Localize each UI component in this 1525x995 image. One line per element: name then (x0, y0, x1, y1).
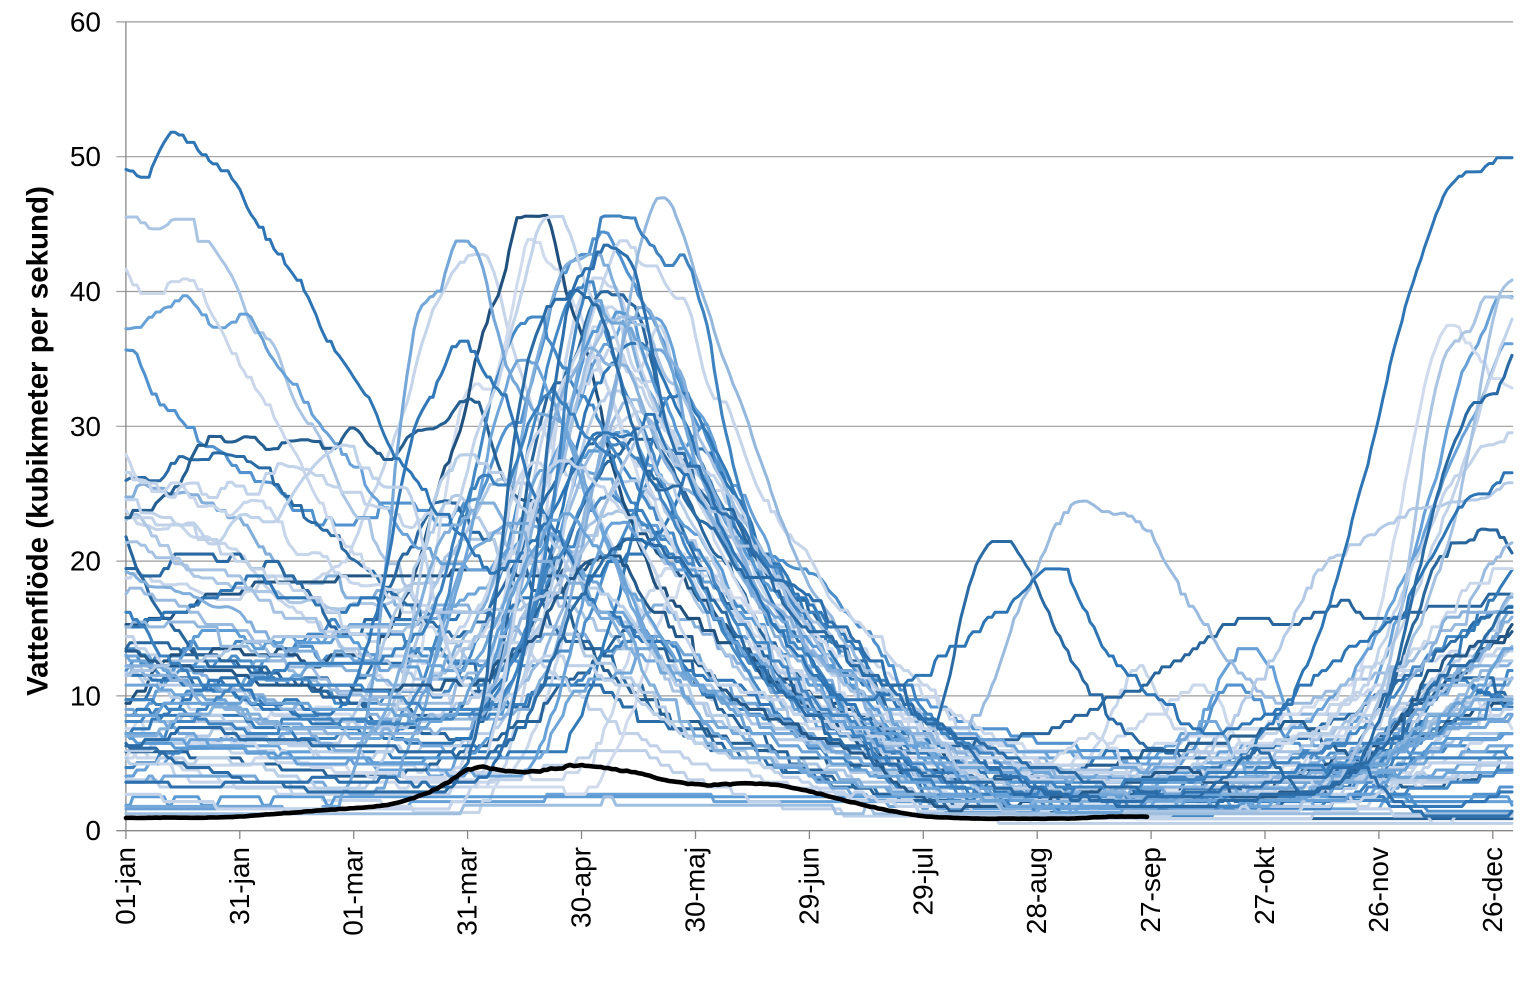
svg-text:0: 0 (85, 815, 101, 846)
svg-text:27-sep: 27-sep (1135, 847, 1166, 933)
svg-text:01-mar: 01-mar (338, 847, 369, 936)
svg-text:60: 60 (70, 6, 101, 37)
svg-text:10: 10 (70, 680, 101, 711)
svg-text:29-jul: 29-jul (907, 847, 938, 915)
svg-text:31-mar: 31-mar (452, 847, 483, 936)
svg-text:Vattenflöde (kubikmeter per se: Vattenflöde (kubikmeter per sekund) (22, 186, 55, 696)
svg-text:26-dec: 26-dec (1477, 847, 1508, 933)
svg-text:26-nov: 26-nov (1363, 847, 1394, 933)
svg-text:28-aug: 28-aug (1021, 847, 1052, 934)
svg-text:29-jun: 29-jun (793, 847, 824, 925)
svg-text:31-jan: 31-jan (224, 847, 255, 925)
svg-text:50: 50 (70, 141, 101, 172)
svg-text:30-maj: 30-maj (680, 847, 711, 933)
svg-text:30: 30 (70, 411, 101, 442)
svg-text:27-okt: 27-okt (1249, 847, 1280, 925)
svg-text:30-apr: 30-apr (566, 847, 597, 928)
svg-text:01-jan: 01-jan (110, 847, 141, 925)
svg-text:20: 20 (70, 546, 101, 577)
svg-text:40: 40 (70, 276, 101, 307)
